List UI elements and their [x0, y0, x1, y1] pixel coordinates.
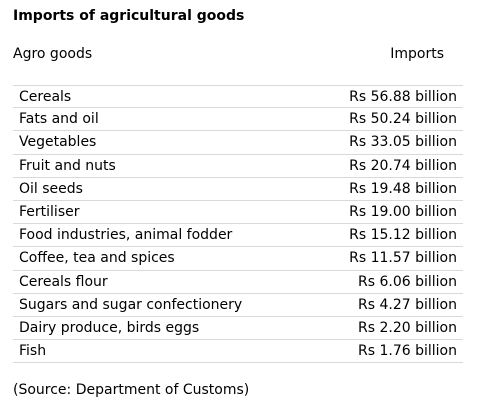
row-value: Rs 20.74 billion: [349, 157, 457, 174]
row-value: Rs 4.27 billion: [358, 296, 457, 313]
table-row: Sugars and sugar confectionery Rs 4.27 bi…: [13, 294, 463, 317]
row-item: Fish: [19, 343, 47, 360]
table-row: Oil seeds Rs 19.48 billion: [13, 178, 463, 201]
row-value: Rs 11.57 billion: [349, 250, 457, 267]
row-item: Fruit and nuts: [19, 157, 116, 174]
row-value: Rs 19.48 billion: [349, 180, 457, 197]
page-title: Imports of agricultural goods: [13, 8, 245, 24]
row-item: Fertiliser: [19, 204, 80, 221]
row-value: Rs 2.20 billion: [358, 319, 457, 336]
table-row: Fruit and nuts Rs 20.74 billion: [13, 155, 463, 178]
row-value: Rs 33.05 billion: [349, 134, 457, 151]
row-value: Rs 1.76 billion: [358, 343, 457, 360]
table-row: Food industries, animal fodder Rs 15.12 b…: [13, 224, 463, 248]
table-row: Dairy produce, birds eggs Rs 2.20 billion: [13, 317, 463, 341]
row-value: Rs 19.00 billion: [349, 204, 457, 221]
row-item: Coffee, tea and spices: [19, 250, 175, 267]
column-header-imports: Imports: [390, 46, 444, 62]
source-note: (Source: Department of Customs): [13, 382, 250, 398]
row-item: Fats and oil: [19, 111, 99, 128]
row-value: Rs 50.24 billion: [349, 111, 457, 128]
table-row: Coffee, tea and spices Rs 11.57 billion: [13, 247, 463, 271]
table-row: Vegetables Rs 33.05 billion: [13, 131, 463, 155]
row-item: Oil seeds: [19, 180, 83, 197]
column-header-goods: Agro goods: [13, 46, 93, 62]
table-row: Fats and oil Rs 50.24 billion: [13, 108, 463, 132]
row-item: Food industries, animal fodder: [19, 227, 233, 244]
table-row: Fertiliser Rs 19.00 billion: [13, 201, 463, 225]
imports-table: Cereals Rs 56.88 billion Fats and oil Rs 5…: [13, 85, 463, 364]
row-item: Cereals flour: [19, 273, 108, 290]
row-item: Sugars and sugar confectionery: [19, 296, 243, 313]
row-item: Dairy produce, birds eggs: [19, 319, 200, 336]
table-row: Cereals Rs 56.88 billion: [13, 85, 463, 109]
row-item: Vegetables: [19, 134, 97, 151]
row-item: Cereals: [19, 88, 72, 105]
table-row: Cereals flour Rs 6.06 billion: [13, 271, 463, 294]
table-row: Fish Rs 1.76 billion: [13, 340, 463, 364]
row-value: Rs 56.88 billion: [349, 88, 457, 105]
row-value: Rs 15.12 billion: [349, 227, 457, 244]
row-value: Rs 6.06 billion: [358, 273, 457, 290]
